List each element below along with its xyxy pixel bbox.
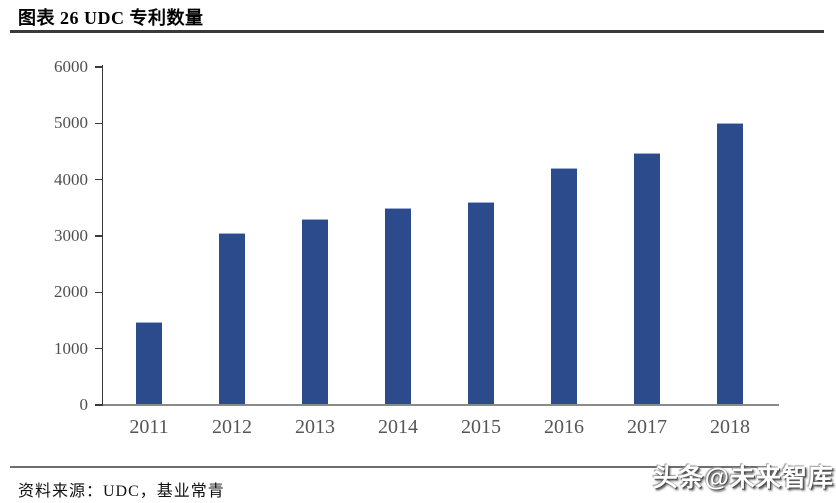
- bar: [385, 207, 411, 405]
- y-axis-label: 6000: [54, 57, 88, 76]
- x-axis-label: 2011: [129, 416, 169, 438]
- y-axis-label: 1000: [54, 338, 88, 358]
- bar: [551, 168, 577, 405]
- bar: [219, 233, 245, 405]
- y-axis-tick: [95, 66, 102, 68]
- y-axis-tick: [95, 178, 102, 181]
- x-axis-label: 2015: [461, 416, 501, 438]
- x-axis-line: [103, 404, 779, 406]
- y-axis-label: 2000: [54, 282, 88, 302]
- y-axis-tick: [95, 404, 102, 406]
- x-axis-label: 2017: [627, 416, 667, 438]
- x-axis-label: 2016: [544, 416, 584, 438]
- x-axis-label: 2013: [295, 416, 335, 438]
- title-rule: [10, 30, 824, 33]
- footer-rule: [10, 466, 766, 468]
- x-axis-label: 2012: [212, 416, 252, 438]
- bar: [717, 123, 743, 405]
- figure-title: 图表 26 UDC 专利数量: [18, 8, 204, 28]
- bar: [302, 219, 328, 405]
- y-axis-label: 0: [79, 395, 89, 414]
- y-axis-tick: [95, 235, 102, 237]
- y-axis-label: 5000: [54, 113, 88, 133]
- y-axis-label: 3000: [54, 226, 88, 245]
- y-axis-tick: [95, 291, 102, 294]
- x-axis-label: 2014: [378, 416, 418, 438]
- bar: [468, 202, 494, 405]
- y-axis-label: 4000: [54, 169, 88, 189]
- y-axis-line: [101, 65, 103, 406]
- bar: [634, 152, 660, 405]
- watermark: 头条@未来智库: [652, 464, 834, 492]
- source-note: 资料来源：UDC，基业常青: [18, 483, 225, 500]
- y-axis-tick: [95, 122, 102, 125]
- x-axis-label: 2018: [710, 416, 750, 438]
- bar: [136, 322, 162, 405]
- y-axis-tick: [95, 347, 102, 350]
